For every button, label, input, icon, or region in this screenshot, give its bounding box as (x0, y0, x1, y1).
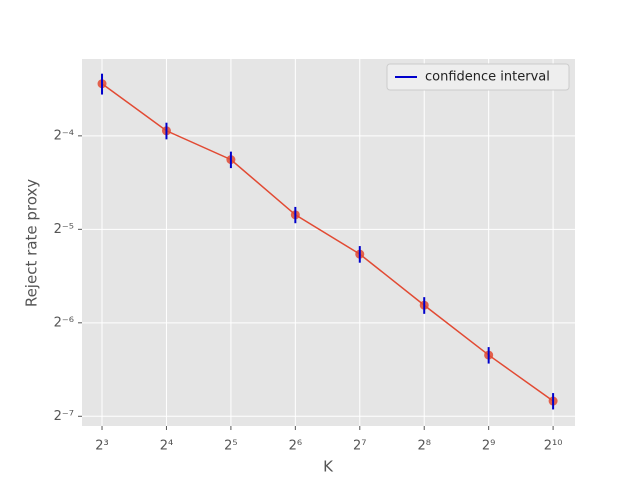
x-tick-label: 2³ (95, 439, 108, 454)
x-tick-label: 2⁸ (417, 439, 430, 454)
x-tick-label: 2⁴ (160, 439, 173, 454)
y-tick-label: 2⁻⁴ (54, 128, 74, 143)
line (101, 83, 554, 402)
legend-label: confidence interval (425, 70, 550, 85)
x-axis-label: K (323, 458, 334, 476)
plot-area (82, 59, 575, 426)
x-tick-label: 2⁶ (289, 439, 302, 454)
x-tick-label: 2⁷ (353, 439, 366, 454)
x-tick-label: 2¹⁰ (544, 439, 563, 454)
x-tick-label: 2⁵ (224, 439, 237, 454)
legend-box (386, 63, 570, 91)
y-tick-label: 2⁻⁵ (54, 222, 74, 237)
x-tick-label: 2⁹ (482, 439, 495, 454)
y-tick-label: 2⁻⁶ (54, 315, 74, 330)
y-axis-label: Reject rate proxy (23, 179, 41, 307)
y-tick-label: 2⁻⁷ (54, 409, 74, 424)
